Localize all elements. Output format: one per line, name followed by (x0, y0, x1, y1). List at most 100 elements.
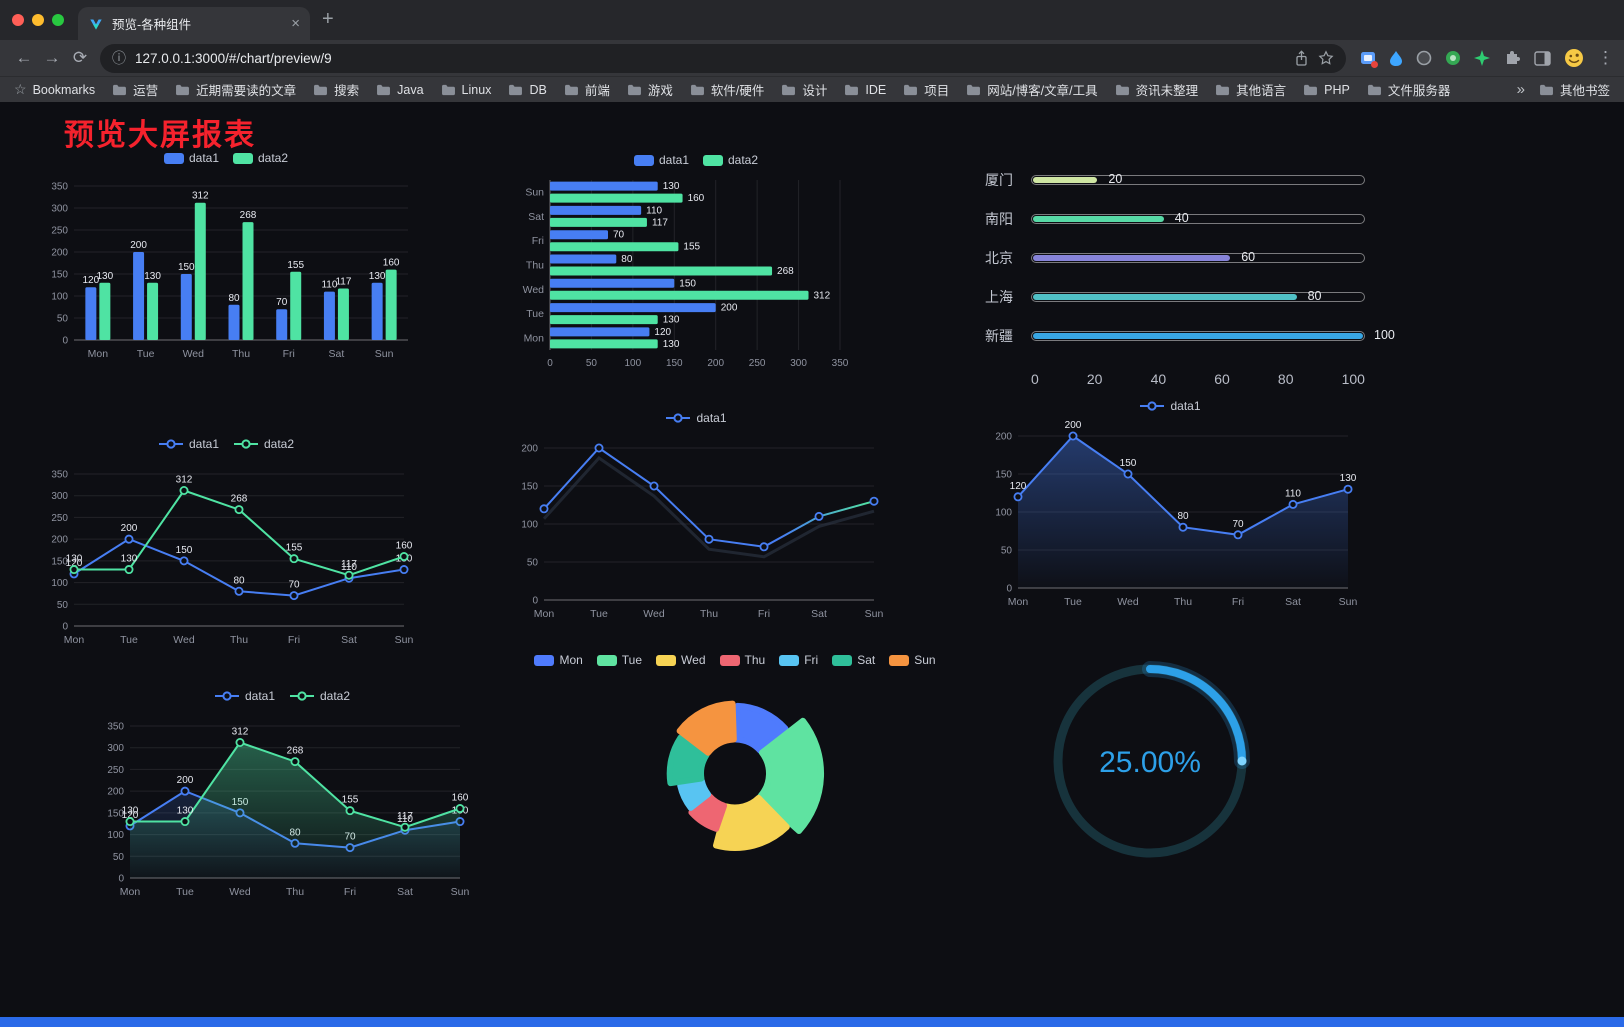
svg-text:130: 130 (663, 339, 680, 350)
bookmark-item[interactable]: 设计 (781, 80, 827, 99)
svg-text:0: 0 (62, 622, 68, 633)
traffic-lights (12, 14, 64, 26)
progress-row: 厦门 20 (985, 160, 1365, 199)
bookmark-item[interactable]: Linux (441, 83, 491, 97)
pie-chart-svg (666, 700, 824, 851)
bookmark-item[interactable]: 其他语言 (1215, 80, 1286, 99)
legend-item[interactable]: data2 (233, 151, 288, 165)
zoom-window-button[interactable] (52, 14, 64, 26)
legend-item[interactable]: Fri (779, 653, 818, 667)
bookmark-item[interactable]: DB (508, 83, 547, 97)
other-bookmarks[interactable]: 其他书签 (1539, 80, 1610, 99)
legend-item[interactable]: Sat (832, 653, 875, 667)
bookmarks-overflow-chevron[interactable]: » (1516, 81, 1525, 98)
folder-icon (845, 84, 859, 95)
extension-drop-icon[interactable] (1389, 50, 1403, 67)
bookmark-star-icon[interactable] (1318, 50, 1334, 66)
bookmark-item[interactable]: 前端 (564, 80, 610, 99)
legend-item[interactable]: Thu (719, 653, 765, 667)
legend-item[interactable]: data1 (214, 689, 275, 703)
bookmarks-manager[interactable]: ☆ Bookmarks (14, 81, 96, 97)
svg-text:300: 300 (51, 204, 68, 215)
sidebar-toggle-icon[interactable] (1534, 50, 1551, 66)
legend-swatch (233, 152, 253, 164)
legend-item[interactable]: Sun (889, 653, 936, 667)
line-chart-svg: 0 50 100 150 200 250 300 350 Mon Tue Wed Thu Fri Sat S… (51, 470, 413, 647)
svg-text:130: 130 (66, 554, 83, 565)
svg-text:Sat: Sat (397, 886, 413, 898)
legend-marker (1140, 401, 1165, 411)
legend-item[interactable]: data2 (289, 689, 350, 703)
browser-tab[interactable]: 预览-各种组件 × (78, 7, 310, 40)
bookmark-item[interactable]: 文件服务器 (1367, 80, 1450, 99)
bookmark-item[interactable]: IDE (844, 83, 886, 97)
bookmark-item[interactable]: 网站/博客/文章/工具 (966, 80, 1098, 99)
svg-text:Sat: Sat (811, 608, 827, 620)
minimize-window-button[interactable] (32, 14, 44, 26)
forward-icon[interactable]: → (43, 48, 61, 67)
chart-line-area-two: data1 data2 0 50 100 150 200 250 300 350 Mon Tue Wed… (92, 684, 472, 902)
svg-text:Sun: Sun (1339, 596, 1358, 608)
legend-item[interactable]: data1 (163, 151, 219, 165)
chart-legend: data1 data2 (163, 146, 288, 170)
url-text[interactable]: 127.0.0.1:3000/#/chart/preview/9 (135, 50, 332, 66)
tab-close-icon[interactable]: × (291, 15, 300, 32)
svg-text:Wed: Wed (523, 284, 545, 296)
svg-text:80: 80 (228, 293, 240, 304)
back-icon[interactable]: ← (15, 48, 33, 67)
svg-text:160: 160 (396, 541, 413, 552)
reload-icon[interactable]: ⟳ (72, 48, 88, 67)
new-tab-button[interactable]: + (322, 8, 334, 30)
address-bar[interactable]: ⓘ 127.0.0.1:3000/#/chart/preview/9 (100, 43, 1346, 73)
progress-track: 100 (1031, 328, 1395, 342)
svg-text:Mon: Mon (88, 348, 109, 360)
bookmark-item[interactable]: PHP (1303, 83, 1350, 97)
bookmark-item[interactable]: 资讯未整理 (1115, 80, 1198, 99)
chart-legend: data1 data2 (214, 684, 350, 708)
legend-item[interactable]: data1 (158, 437, 219, 451)
legend-item[interactable]: Tue (596, 653, 642, 667)
svg-text:Thu: Thu (230, 634, 248, 646)
legend-item[interactable]: data1 (633, 153, 689, 167)
menu-kebab-icon[interactable]: ⋮ (1597, 48, 1614, 67)
extension-starburst-icon[interactable] (1474, 50, 1490, 66)
folder-icon (1540, 84, 1553, 95)
svg-text:70: 70 (613, 230, 625, 241)
bookmark-item[interactable]: 近期需要读的文章 (175, 80, 296, 99)
profile-avatar[interactable] (1564, 48, 1584, 68)
extension-green-dot-icon[interactable] (1445, 50, 1461, 66)
legend-item[interactable]: data2 (233, 437, 294, 451)
svg-text:Sun: Sun (451, 886, 470, 898)
legend-item[interactable]: data1 (665, 411, 727, 425)
share-icon[interactable] (1294, 49, 1309, 67)
svg-text:350: 350 (51, 470, 68, 481)
legend-item[interactable]: data2 (703, 153, 758, 167)
legend-item[interactable]: data1 (1139, 399, 1201, 413)
folder-icon (1304, 84, 1318, 95)
legend-item[interactable]: Wed (656, 653, 706, 667)
folder-icon (967, 84, 981, 95)
bookmark-item[interactable]: 搜索 (313, 80, 359, 99)
svg-text:350: 350 (51, 182, 68, 193)
close-window-button[interactable] (12, 14, 24, 26)
svg-text:200: 200 (177, 775, 194, 786)
bookmark-item[interactable]: 游戏 (627, 80, 673, 99)
legend-swatch (832, 654, 853, 666)
svg-text:Tue: Tue (120, 634, 138, 646)
bookmark-item[interactable]: 运营 (112, 80, 158, 99)
legend-swatch (719, 654, 740, 666)
bookmark-item[interactable]: 项目 (903, 80, 949, 99)
legend-item[interactable]: Mon (534, 653, 583, 667)
svg-text:117: 117 (397, 811, 413, 822)
svg-text:117: 117 (341, 559, 357, 570)
extension-screenshot-icon[interactable] (1360, 50, 1378, 68)
svg-text:200: 200 (995, 432, 1012, 443)
extensions-puzzle-icon[interactable] (1503, 49, 1521, 67)
svg-text:200: 200 (130, 240, 147, 251)
bookmark-item[interactable]: Java (376, 83, 424, 97)
site-info-icon[interactable]: ⓘ (112, 50, 126, 66)
svg-text:160: 160 (688, 193, 705, 204)
bookmark-item[interactable]: 软件/硬件 (690, 80, 764, 99)
extension-ring-icon[interactable] (1416, 50, 1432, 66)
